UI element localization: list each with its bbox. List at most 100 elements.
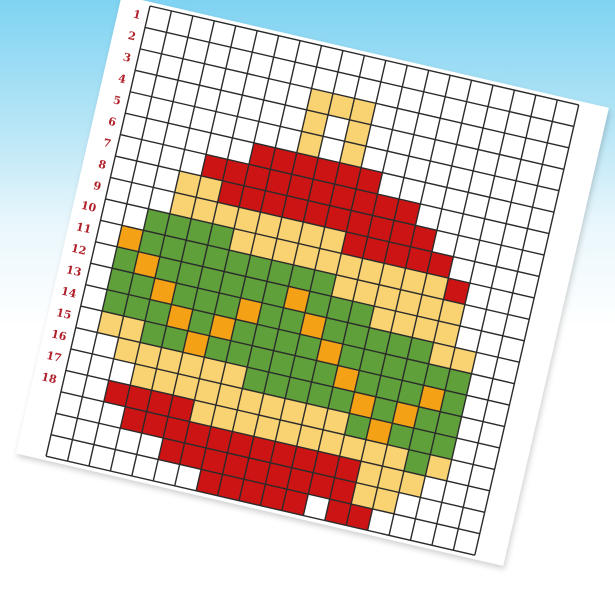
grid-cell-red (291, 152, 319, 180)
grid-cell-green (204, 335, 231, 363)
grid-cell-orange (166, 304, 193, 331)
row-number-label: 9 (92, 179, 102, 193)
grid-cell-empty (110, 449, 137, 476)
grid-cell-yellow (318, 429, 345, 457)
grid-cell-empty (392, 108, 419, 135)
grid-cell-yellow (428, 342, 456, 369)
grid-cell-green (107, 268, 134, 295)
grid-cell-empty (153, 459, 180, 486)
grid-cell-empty (403, 156, 431, 183)
grid-cell-green (326, 296, 353, 323)
grid-cell-empty (237, 95, 264, 122)
grid-cell-green (288, 264, 315, 292)
grid-cell-red (329, 477, 357, 505)
grid-cell-empty (458, 213, 485, 241)
grid-cell-red (313, 451, 340, 478)
grid-cell-green (328, 386, 355, 414)
grid-cell-green (176, 261, 203, 288)
grid-cell-empty (537, 164, 564, 191)
grid-cell-yellow (328, 93, 355, 120)
grid-line-vertical (131, 25, 237, 477)
grid-cell-empty (494, 154, 522, 181)
grid-line-vertical (216, 45, 323, 496)
grid-cell-green (262, 281, 289, 308)
grid-cell-empty (468, 464, 495, 491)
grid-cell-empty (225, 47, 253, 74)
grid-cell-empty (512, 271, 540, 298)
grid-cell-yellow (250, 233, 277, 260)
grid-cell-empty (466, 373, 493, 401)
grid-cell-empty (121, 203, 149, 231)
row-number-label: 17 (45, 349, 63, 365)
grid-cell-red (270, 441, 297, 468)
grid-cell-empty (311, 67, 338, 94)
grid-cell-empty (136, 139, 164, 166)
grid-cell-yellow (433, 320, 460, 348)
grid-cell-empty (204, 42, 231, 69)
grid-line-vertical (388, 85, 494, 536)
grid-cell-yellow (379, 263, 406, 290)
grid-cell-empty (70, 327, 98, 354)
grid-cell-green (359, 349, 386, 376)
grid-cell-green (219, 271, 246, 298)
grid-cell-yellow (372, 487, 399, 514)
grid-cell-empty (504, 111, 531, 138)
grid-cell-red (184, 421, 211, 448)
grid-cell-empty (75, 306, 103, 333)
grid-cell-green (202, 245, 230, 272)
grid-cell-empty (456, 416, 484, 444)
grid-line-vertical (259, 55, 366, 506)
grid-cell-empty (415, 203, 442, 231)
grid-cell-empty (95, 220, 122, 247)
grid-cell-empty (464, 283, 492, 310)
grid-cell-yellow (351, 482, 378, 509)
grid-cell-empty (354, 76, 381, 104)
grid-cell-empty (410, 518, 437, 546)
grid-cell-green (154, 256, 182, 284)
grid-cell-empty (440, 96, 467, 124)
grid-cell-green (140, 320, 167, 348)
grid-cell-empty (387, 129, 414, 157)
grid-cell-empty (547, 121, 574, 148)
grid-cell-empty (491, 266, 518, 293)
grid-cell-empty (525, 116, 553, 143)
grid-cell-green (306, 381, 333, 409)
grid-cell-red (346, 210, 373, 237)
grid-cell-orange (235, 297, 263, 325)
grid-cell-empty (130, 70, 157, 97)
grid-cell-red (201, 154, 228, 181)
grid-cell-yellow (276, 217, 304, 244)
grid-cell-yellow (258, 393, 286, 420)
grid-cell-empty (506, 202, 533, 229)
grid-cell-empty (423, 70, 451, 97)
grid-cell-empty (318, 136, 345, 163)
grid-cell-green (344, 413, 371, 440)
grid-cell-red (217, 180, 244, 208)
grid-cell-yellow (151, 368, 178, 396)
grid-cell-green (375, 375, 403, 402)
grid-line-vertical (238, 50, 344, 501)
grid-cell-orange (349, 391, 376, 419)
grid-cell-green (128, 273, 155, 300)
grid-cell-empty (492, 357, 520, 384)
grid-line-vertical (66, 10, 173, 462)
grid-line-vertical (345, 75, 451, 526)
grid-cell-empty (425, 161, 452, 188)
grid-cell-empty (131, 161, 159, 188)
grid-cell-green (347, 301, 375, 328)
grid-cell-yellow (173, 373, 200, 401)
grid-cell-empty (316, 45, 343, 72)
grid-cell-yellow (400, 268, 428, 295)
grid-cell-yellow (398, 471, 426, 498)
grid-cell-yellow (234, 207, 261, 234)
grid-cell-yellow (301, 403, 329, 430)
grid-cell-red (405, 246, 432, 274)
grid-cell-empty (290, 62, 317, 89)
grid-cell-yellow (357, 258, 385, 285)
grid-cell-empty (453, 528, 480, 556)
grid-cell-yellow (229, 228, 256, 256)
grid-cell-empty (230, 25, 258, 53)
